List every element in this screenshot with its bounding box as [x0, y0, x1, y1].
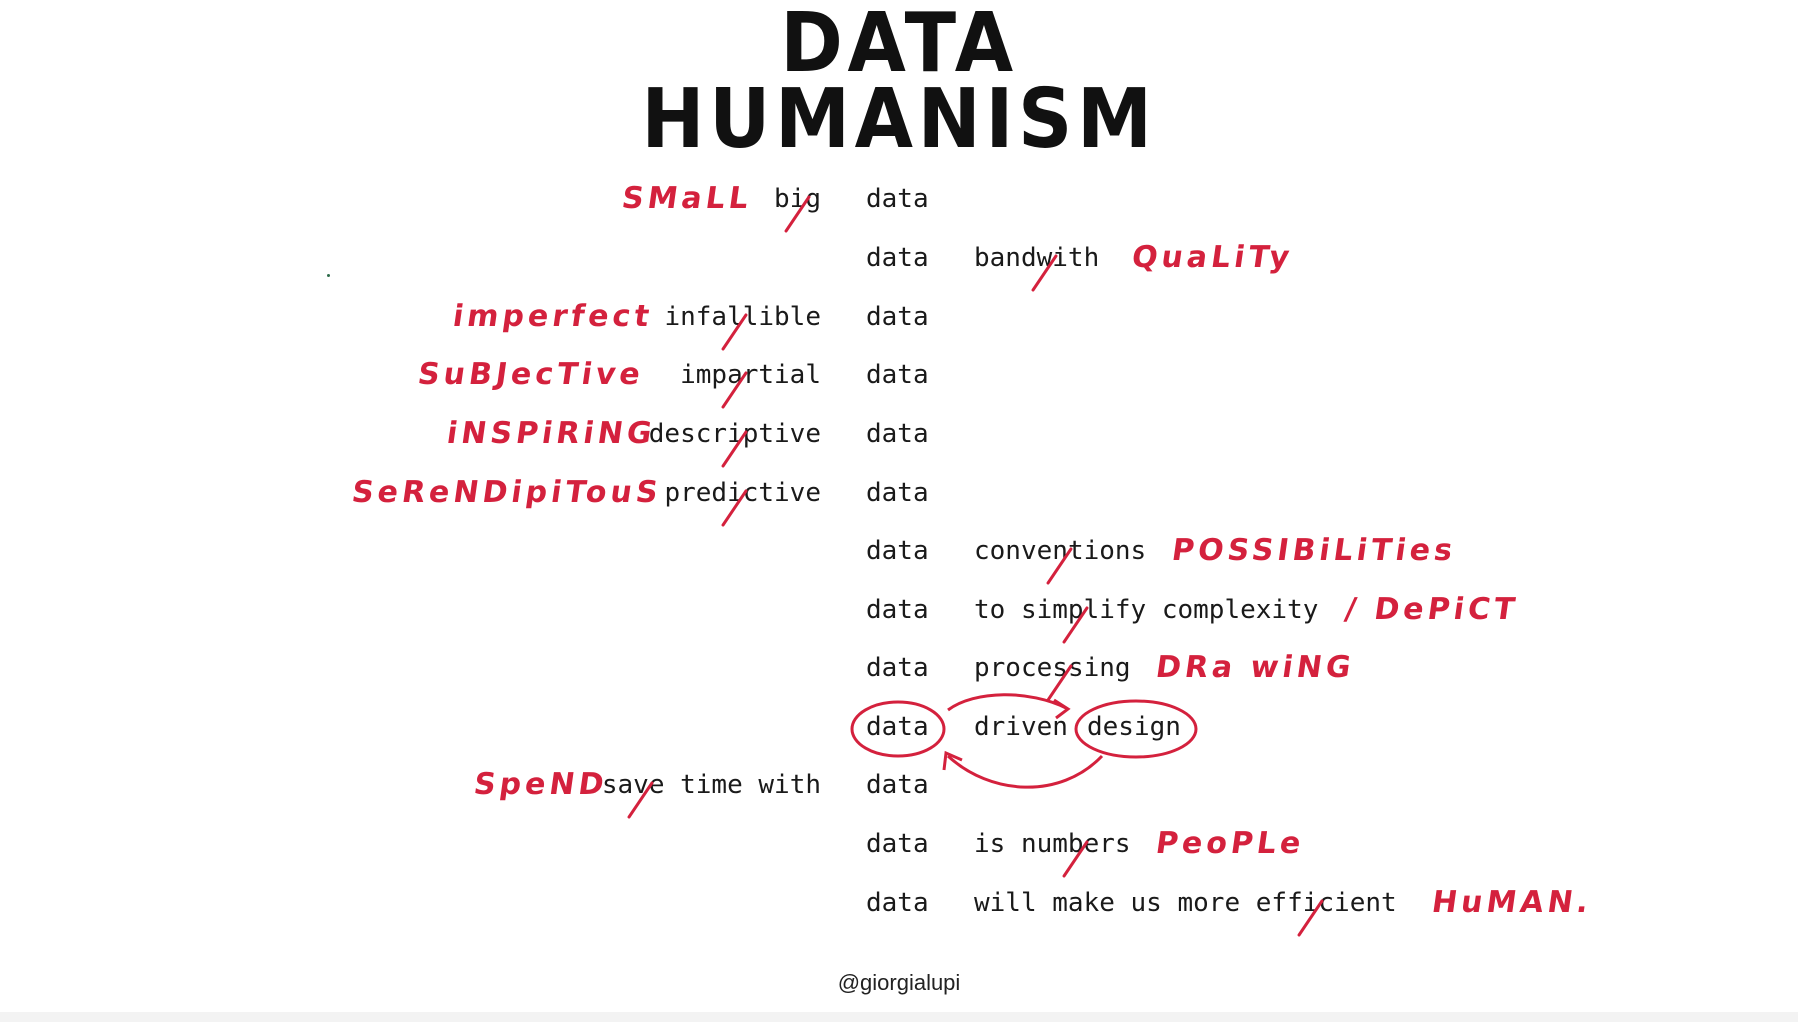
row-serendipitous-predictive-data: SeReNDipiTouS predictive data: [0, 464, 1798, 522]
annotation-possibilities: POSSIBiLiTies: [1169, 533, 1459, 568]
row-imperfect-infallible-data: imperfect infallible data: [0, 288, 1798, 346]
row-data-efficient-human: data will make us more efficient HuMAN.: [0, 874, 1798, 932]
data-word: data: [866, 595, 929, 625]
struck-word-simplify: to simplify complexity: [974, 595, 1319, 625]
data-word: data: [866, 302, 929, 332]
title-line-data: DATA: [780, 0, 1018, 91]
title-line-humanism: HUMANISM: [641, 72, 1157, 167]
data-word: data: [866, 829, 929, 859]
row-data-simplify-depict: data to simplify complexity / DePiCT: [0, 581, 1798, 639]
data-word: data: [866, 888, 929, 918]
data-word: data: [866, 536, 929, 566]
author-handle: @giorgialupi: [837, 970, 961, 995]
annotation-serendipitous: SeReNDipiTouS: [349, 475, 665, 510]
word-design-circled: design: [1087, 712, 1181, 742]
row-small-big-data: SMaLL big data: [0, 170, 1798, 228]
struck-word-conventions: conventions: [974, 536, 1147, 566]
row-subjective-impartial-data: SuBJecTive impartial data: [0, 346, 1798, 404]
row-data-bandwith-quality: data bandwith QuaLiTy: [0, 229, 1798, 287]
annotation-drawing: DRa wiNG: [1153, 650, 1357, 685]
annotation-people: PeoPLe: [1153, 826, 1307, 861]
row-data-conventions-possibilities: data conventions POSSIBiLiTies: [0, 522, 1798, 580]
row-data-numbers-people: data is numbers PeoPLe: [0, 815, 1798, 873]
struck-word-descriptive: descriptive: [648, 419, 821, 449]
annotation-spend: SpeND: [471, 767, 610, 802]
annotation-human: HuMAN.: [1429, 885, 1595, 920]
bottom-band: [0, 1012, 1798, 1022]
annotation-small: SMaLL: [619, 181, 755, 216]
row-spend-save-time-with-data: SpeND save time with data: [0, 756, 1798, 814]
row-data-processing-drawing: data processing DRa wiNG: [0, 639, 1798, 697]
data-word: data: [866, 770, 929, 800]
struck-word-efficient: will make us more efficient: [974, 888, 1397, 918]
annotation-inspiring: iNSPiRiNG: [444, 416, 658, 451]
data-word: data: [866, 419, 929, 449]
struck-word-predictive: predictive: [664, 478, 821, 508]
data-word: data: [866, 243, 929, 273]
annotation-subjective: SuBJecTive: [415, 357, 647, 392]
struck-word-big: big: [774, 184, 821, 214]
struck-word-numbers: is numbers: [974, 829, 1131, 859]
data-word-circled: data: [866, 712, 929, 742]
annotation-imperfect: imperfect: [450, 299, 656, 334]
struck-word-impartial: impartial: [680, 360, 821, 390]
struck-word-save: save time with: [601, 770, 821, 800]
row-inspiring-descriptive-data: iNSPiRiNG descriptive data: [0, 405, 1798, 463]
struck-word-bandwith: bandwith: [974, 243, 1100, 273]
data-word: data: [866, 653, 929, 683]
annotation-quality: QuaLiTy: [1129, 240, 1296, 275]
data-word: data: [866, 184, 929, 214]
data-word: data: [866, 478, 929, 508]
row-data-driven-design: data driven design: [0, 698, 1798, 756]
stray-dot: [327, 274, 330, 277]
struck-word-infallible: infallible: [664, 302, 821, 332]
data-word: data: [866, 360, 929, 390]
word-driven: driven: [974, 712, 1068, 742]
annotation-depict: / DePiCT: [1342, 592, 1521, 627]
struck-word-processing: processing: [974, 653, 1131, 683]
